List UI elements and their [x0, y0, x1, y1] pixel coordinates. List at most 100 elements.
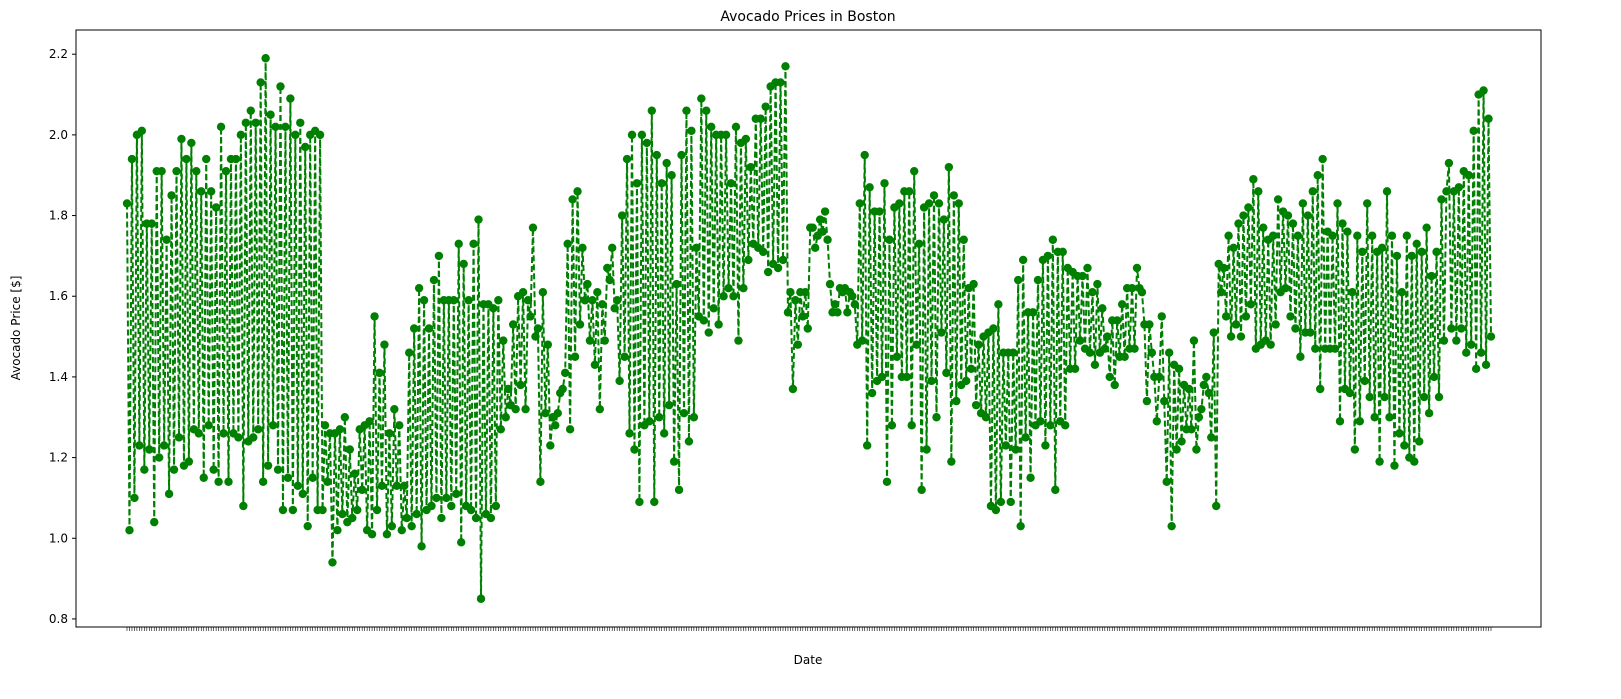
data-point — [184, 457, 194, 466]
data-point — [1407, 251, 1416, 261]
data-point — [563, 239, 572, 248]
data-point — [610, 304, 619, 313]
data-point — [578, 243, 587, 253]
data-point — [1311, 344, 1320, 353]
price-series-line — [126, 58, 1492, 599]
data-point — [1335, 417, 1345, 426]
data-point — [234, 433, 243, 442]
data-point — [1249, 175, 1258, 184]
data-point — [377, 481, 387, 491]
data-point — [491, 501, 501, 511]
data-point — [1036, 417, 1045, 426]
data-point — [684, 437, 694, 446]
data-point — [122, 199, 132, 208]
data-point — [224, 477, 233, 486]
data-point — [600, 336, 609, 345]
data-point — [1333, 199, 1342, 208]
data-point — [617, 211, 627, 220]
data-point — [575, 320, 585, 329]
data-point — [942, 368, 951, 378]
data-point — [1382, 187, 1392, 196]
data-point — [1338, 219, 1347, 228]
data-point — [429, 275, 439, 285]
data-point — [1085, 348, 1095, 357]
data-point — [912, 340, 921, 349]
data-point — [192, 166, 201, 176]
data-point — [496, 425, 505, 434]
data-point — [862, 441, 872, 450]
data-point — [219, 429, 228, 438]
data-point — [620, 352, 629, 361]
data-point — [590, 360, 600, 369]
data-point — [239, 501, 248, 511]
data-point — [454, 239, 463, 248]
data-point — [1018, 255, 1028, 265]
data-point — [588, 296, 597, 305]
data-point — [1110, 380, 1119, 390]
data-point — [1328, 231, 1337, 240]
data-point — [786, 288, 795, 297]
data-point — [471, 513, 481, 523]
data-point — [707, 122, 716, 132]
data-point — [1315, 384, 1325, 394]
data-point — [961, 376, 971, 386]
data-point — [387, 521, 397, 531]
data-point — [125, 525, 134, 535]
data-point — [1313, 171, 1322, 180]
data-point — [1353, 231, 1362, 240]
data-point — [756, 114, 765, 123]
data-point — [538, 288, 548, 297]
data-point — [140, 465, 149, 474]
data-point — [1098, 304, 1107, 313]
data-point — [798, 312, 808, 321]
data-point — [246, 106, 255, 115]
data-point — [1350, 445, 1360, 454]
data-point — [625, 429, 634, 438]
data-point — [1437, 195, 1446, 204]
data-point — [679, 409, 689, 418]
data-point — [256, 78, 265, 87]
data-point — [692, 243, 701, 253]
data-point — [1273, 195, 1283, 204]
data-point — [375, 368, 384, 378]
data-point — [647, 106, 657, 115]
data-point — [518, 288, 528, 297]
data-point — [914, 239, 924, 248]
data-point — [162, 235, 171, 244]
data-point — [1464, 171, 1473, 180]
data-point — [1226, 332, 1236, 341]
data-point — [803, 324, 812, 333]
data-point — [1259, 223, 1268, 232]
data-point — [1174, 364, 1184, 374]
data-point — [1013, 275, 1023, 285]
data-point — [1370, 413, 1379, 422]
data-point — [726, 179, 736, 188]
data-point — [437, 513, 446, 523]
y-tick-label: 2.0 — [49, 128, 68, 142]
data-point — [605, 275, 614, 285]
data-point — [603, 263, 612, 273]
data-point — [1306, 328, 1315, 337]
data-point — [345, 445, 354, 454]
data-point — [570, 352, 580, 361]
data-point — [801, 288, 810, 297]
data-point — [1120, 352, 1129, 361]
data-point — [145, 445, 154, 454]
data-point — [724, 283, 733, 293]
data-point — [402, 513, 411, 523]
data-point — [1160, 396, 1169, 406]
data-point — [137, 126, 147, 136]
data-point — [664, 400, 674, 410]
data-point — [449, 296, 458, 305]
data-point — [1308, 187, 1317, 196]
data-point — [1417, 247, 1426, 257]
data-point — [637, 130, 647, 140]
data-point — [1281, 283, 1290, 293]
data-point — [1415, 437, 1424, 446]
data-point — [348, 513, 357, 523]
data-point — [791, 296, 800, 305]
data-point — [1157, 312, 1166, 321]
data-point — [981, 413, 991, 422]
data-point — [390, 404, 399, 414]
y-tick-label: 0.8 — [49, 612, 68, 626]
